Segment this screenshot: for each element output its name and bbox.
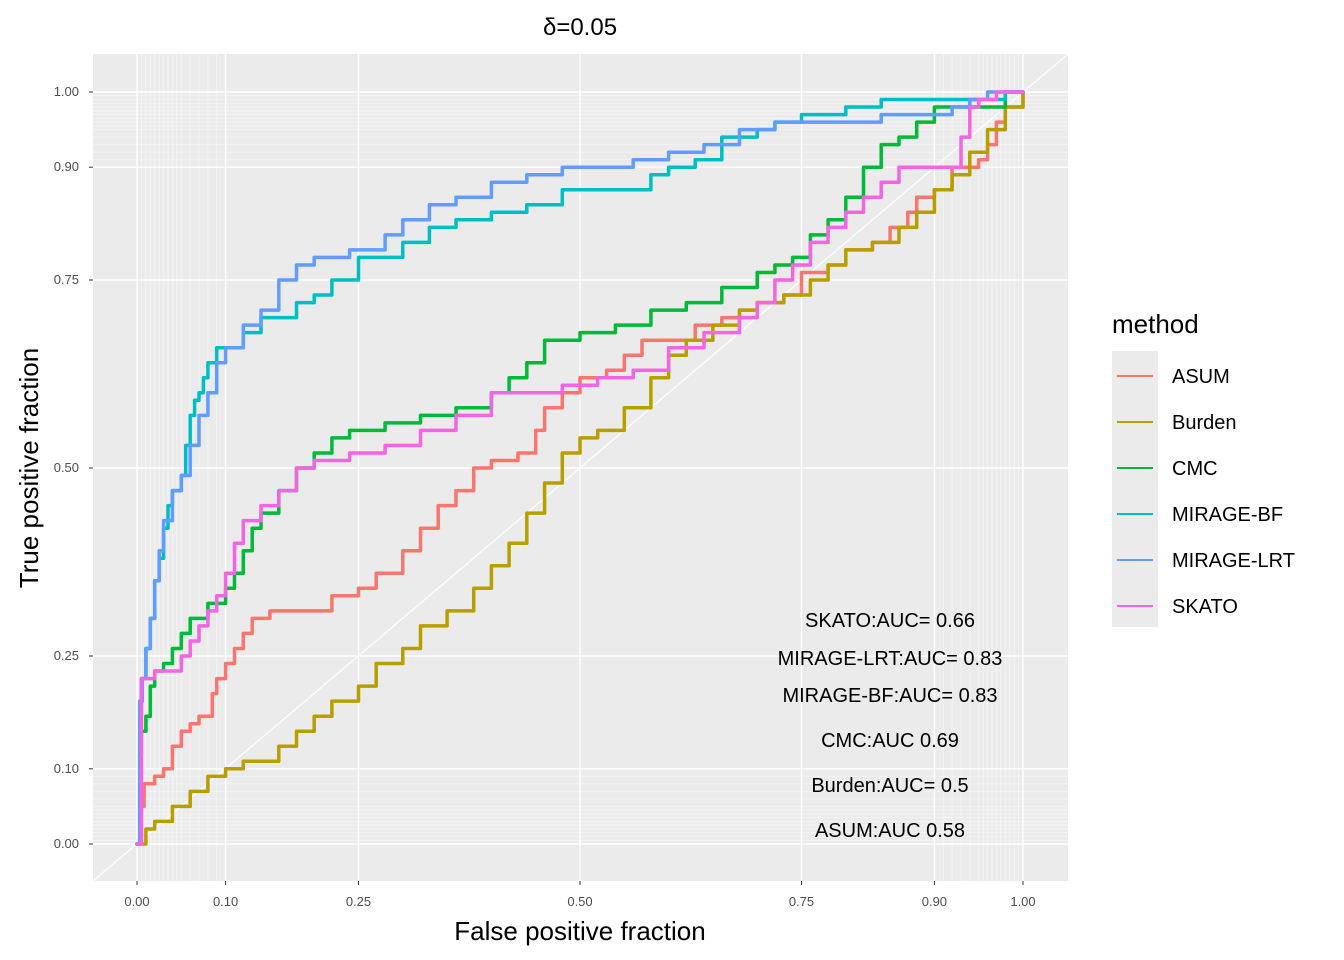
legend-label-skato: SKATO	[1172, 596, 1238, 618]
auc-annotation: Burden:AUC= 0.5	[811, 775, 968, 797]
x-tick-label: 0.50	[567, 894, 592, 909]
legend-key-background	[1112, 351, 1158, 627]
y-axis-title: True positive fraction	[14, 348, 44, 588]
x-tick-label: 0.10	[213, 894, 238, 909]
y-tick-label: 1.00	[54, 84, 79, 99]
legend-label-mirage-lrt: MIRAGE-LRT	[1172, 550, 1295, 572]
legend-label-mirage-bf: MIRAGE-BF	[1172, 504, 1283, 526]
auc-annotation: MIRAGE-BF:AUC= 0.83	[782, 685, 997, 707]
auc-annotation: CMC:AUC 0.69	[821, 730, 959, 752]
y-tick-label: 0.90	[54, 159, 79, 174]
legend-items: ASUM Burden CMC MIRAGE-BF MIRAGE-LRT SKATO	[1117, 366, 1295, 618]
y-tick-label: 0.10	[54, 761, 79, 776]
series-line-skato	[135, 90, 1025, 846]
chart-title: δ=0.05	[543, 14, 617, 41]
auc-annotation: SKATO:AUC= 0.66	[805, 610, 975, 632]
y-axis-ticks: 0.00 0.10 0.25 0.50 0.75 0.90 1.00	[54, 84, 93, 851]
x-tick-label: 0.90	[922, 894, 947, 909]
legend: method ASUM Burden CMC MIRAGE-BF MIRAGE-LRT S…	[1112, 309, 1295, 627]
y-tick-label: 0.75	[54, 272, 79, 287]
x-axis-ticks: 0.00 0.10 0.25 0.50 0.75 0.90 1.00	[124, 881, 1036, 909]
auc-annotation: MIRAGE-LRT:AUC= 0.83	[778, 648, 1003, 670]
series-line-burden	[135, 90, 1025, 846]
x-tick-label: 0.00	[124, 894, 149, 909]
series-lines	[135, 90, 1025, 846]
x-tick-label: 0.25	[346, 894, 371, 909]
auc-annotation: ASUM:AUC 0.58	[815, 820, 965, 842]
y-tick-label: 0.00	[54, 836, 79, 851]
legend-label-burden: Burden	[1172, 412, 1237, 434]
legend-title: method	[1112, 309, 1199, 339]
legend-label-cmc: CMC	[1172, 458, 1218, 480]
x-tick-label: 1.00	[1010, 894, 1035, 909]
x-axis-title: False positive fraction	[454, 916, 705, 946]
y-tick-label: 0.25	[54, 648, 79, 663]
y-tick-label: 0.50	[54, 460, 79, 475]
series-line-mirage-lrt	[135, 90, 1025, 846]
x-tick-label: 0.75	[789, 894, 814, 909]
reference-diagonal-line	[92, 53, 1069, 882]
legend-label-asum: ASUM	[1172, 366, 1230, 388]
auc-annotations: SKATO:AUC= 0.66 MIRAGE-LRT:AUC= 0.83 MIRAG…	[778, 610, 1003, 842]
series-line-cmc	[135, 90, 1025, 846]
